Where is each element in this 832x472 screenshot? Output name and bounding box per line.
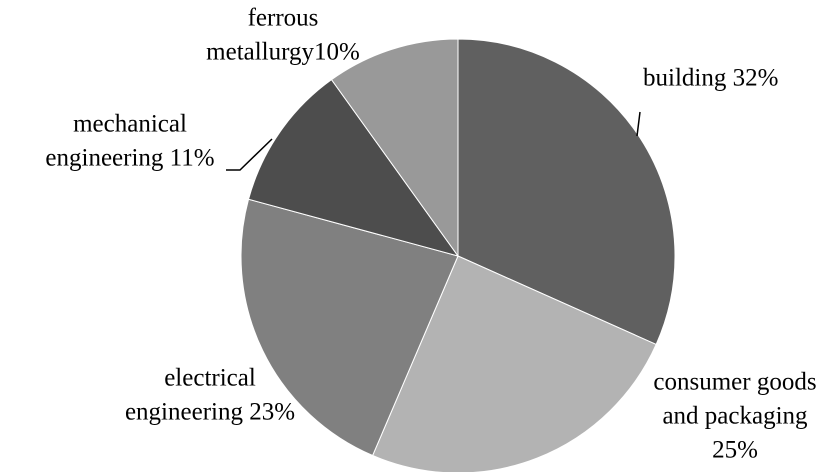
slice-label: and packaging [662, 403, 808, 430]
slice-label: mechanical [73, 111, 187, 138]
pie-slice [240, 198, 459, 457]
pie-slice [371, 255, 657, 472]
slice-label: engineering 23% [125, 399, 295, 426]
slices [240, 38, 676, 472]
slice-label: electrical [164, 365, 256, 392]
slice-label: metallurgy10% [206, 39, 360, 66]
labels: building 32% consumer goods and packaging 2… [45, 5, 816, 464]
slice-label: engineering 11% [45, 145, 214, 172]
pie-slice [457, 38, 676, 346]
pie-slice [247, 78, 460, 257]
slice-label: building 32% [643, 65, 778, 92]
slice-label: 25% [712, 437, 758, 464]
slice-label: consumer goods [653, 369, 816, 396]
leader-line [226, 138, 273, 171]
pie-slice [330, 38, 459, 258]
slice-label: ferrous [248, 5, 319, 32]
leader-line [636, 111, 641, 137]
